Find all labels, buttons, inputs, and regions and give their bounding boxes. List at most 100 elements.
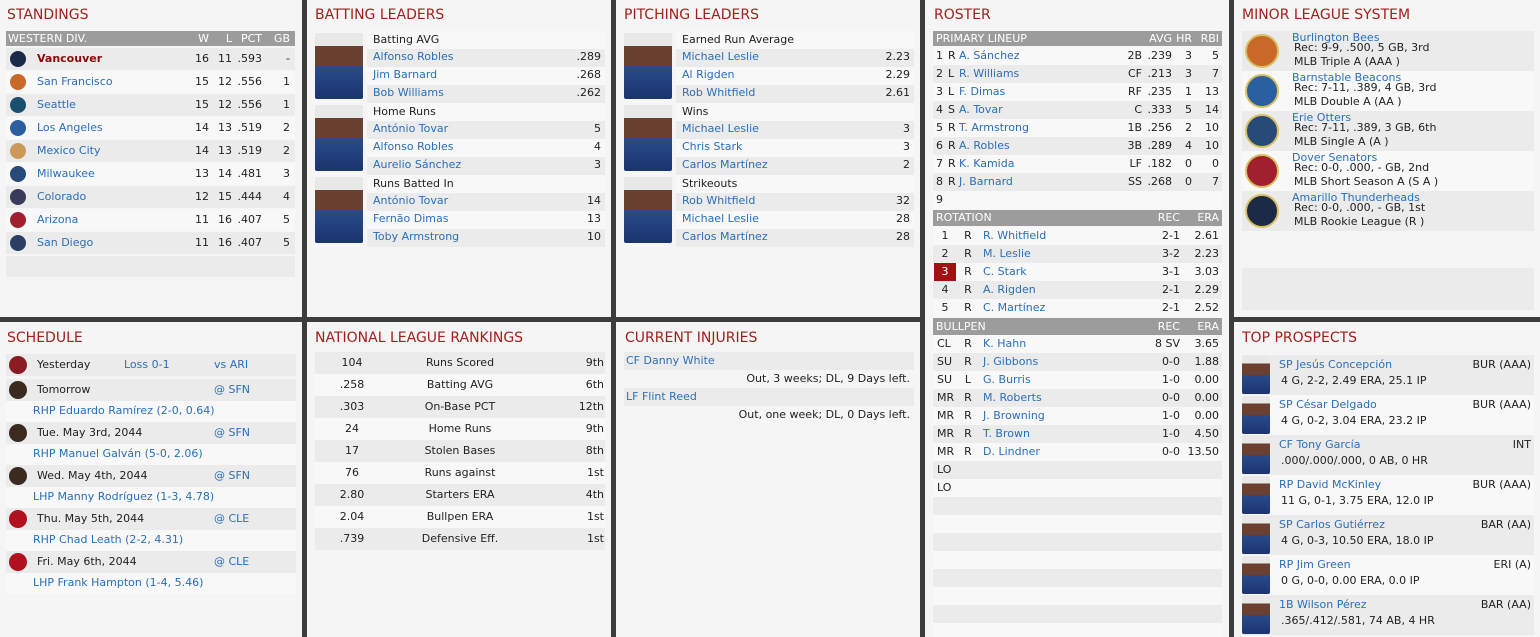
player-name[interactable]: R. Williams — [959, 67, 1020, 80]
player-name[interactable]: Rob Whitfield — [682, 194, 756, 207]
player-name[interactable]: Toby Armstrong — [373, 230, 460, 243]
player-name[interactable]: Aurelio Sánchez — [373, 158, 462, 171]
player-name[interactable]: Chris Stark — [682, 140, 743, 153]
probable-pitcher[interactable]: RHP Chad Leath (2-2, 4.31) — [33, 533, 184, 546]
player-name[interactable]: Michael Leslie — [682, 212, 759, 225]
player-name[interactable]: K. Hahn — [983, 337, 1027, 350]
roster-cell: S — [948, 103, 955, 116]
roster-cell: LO — [937, 481, 952, 494]
player-name[interactable]: Alfonso Robles — [373, 140, 454, 153]
roster-cell: C — [1134, 103, 1142, 116]
team-logo — [1245, 114, 1279, 148]
prospect-name[interactable]: RP Jim Green — [1279, 558, 1351, 571]
roster-cell: 2.29 — [1194, 283, 1220, 296]
player-name[interactable]: J. Barnard — [959, 175, 1013, 188]
injured-player[interactable]: LF Flint Reed — [626, 390, 697, 403]
player-name[interactable]: Jim Barnard — [373, 68, 438, 81]
team-name[interactable]: Arizona — [37, 213, 79, 226]
prospect-name[interactable]: SP Jesús Concepción — [1279, 358, 1393, 371]
game-result[interactable]: Loss 0-1 — [124, 358, 170, 371]
probable-pitcher[interactable]: RHP Eduardo Ramírez (2-0, 0.64) — [33, 404, 215, 417]
row-stripe — [6, 379, 296, 401]
column-header: HR — [1176, 31, 1192, 45]
player-name[interactable]: A. Tovar — [959, 103, 1003, 116]
prospect-name[interactable]: SP César Delgado — [1279, 398, 1377, 411]
player-name[interactable]: J. Gibbons — [983, 355, 1039, 368]
team-name[interactable]: Seattle — [37, 98, 76, 111]
team-logo — [10, 74, 26, 90]
roster-cell: 0 — [1185, 175, 1192, 188]
stat-value: 13 — [587, 212, 601, 225]
player-name[interactable]: Carlos Martínez — [682, 158, 768, 171]
player-name[interactable]: António Tovar — [373, 122, 449, 135]
row-stripe — [315, 440, 605, 462]
team-record: Rec: 7-11, .389, 4 GB, 3rd — [1294, 81, 1437, 94]
injured-player[interactable]: CF Danny White — [626, 354, 715, 367]
player-name[interactable]: J. Browning — [983, 409, 1045, 422]
row-stripe — [933, 83, 1222, 101]
team-name[interactable]: Barnstable Beacons — [1292, 71, 1402, 84]
team-name[interactable]: Dover Senators — [1292, 151, 1378, 164]
player-name[interactable]: A. Robles — [959, 139, 1010, 152]
row-stripe — [933, 353, 1222, 371]
probable-pitcher[interactable]: LHP Frank Hampton (1-4, 5.46) — [33, 576, 204, 589]
probable-pitcher[interactable]: RHP Manuel Galván (5-0, 2.06) — [33, 447, 203, 460]
prospect-name[interactable]: 1B Wilson Pérez — [1279, 598, 1367, 611]
player-name[interactable]: Alfonso Robles — [373, 50, 454, 63]
player-name[interactable]: Al Rigden — [682, 68, 735, 81]
player-name[interactable]: T. Brown — [983, 427, 1030, 440]
prospect-name[interactable]: CF Tony García — [1279, 438, 1361, 451]
player-name[interactable]: Rob Whitfield — [682, 86, 756, 99]
player-name[interactable]: D. Lindner — [983, 445, 1040, 458]
team-name[interactable]: Colorado — [37, 190, 87, 203]
team-name[interactable]: Amarillo Thunderheads — [1292, 191, 1420, 204]
row-stripe — [676, 103, 914, 121]
team-name[interactable]: Erie Otters — [1292, 111, 1352, 124]
player-name[interactable]: A. Sánchez — [959, 49, 1020, 62]
player-name[interactable]: R. Whitfield — [983, 229, 1047, 242]
panel-title: ROSTER — [934, 7, 991, 23]
player-photo — [315, 177, 363, 243]
team-name[interactable]: San Diego — [37, 236, 94, 249]
player-name[interactable]: Michael Leslie — [682, 50, 759, 63]
player-photo — [1242, 476, 1270, 514]
team-name[interactable]: Burlington Bees — [1292, 31, 1380, 44]
player-name[interactable]: K. Kamida — [959, 157, 1015, 170]
player-name[interactable]: M. Leslie — [983, 247, 1031, 260]
player-name[interactable]: A. Rigden — [983, 283, 1036, 296]
player-name[interactable]: M. Roberts — [983, 391, 1042, 404]
player-name[interactable]: Michael Leslie — [682, 122, 759, 135]
opponent[interactable]: @ SFN — [214, 426, 251, 439]
prospect-line: .365/.412/.581, 74 AB, 4 HR — [1281, 614, 1435, 627]
team-name[interactable]: Milwaukee — [37, 167, 95, 180]
prospect-team: BUR (AAA) — [1472, 358, 1531, 371]
player-name[interactable]: Carlos Martínez — [682, 230, 768, 243]
player-name[interactable]: C. Stark — [983, 265, 1027, 278]
player-name[interactable]: G. Burris — [983, 373, 1031, 386]
roster-cell: 0.00 — [1194, 391, 1220, 404]
prospect-name[interactable]: SP Carlos Gutiérrez — [1279, 518, 1385, 531]
row-stripe — [676, 175, 914, 193]
team-name[interactable]: Mexico City — [37, 144, 101, 157]
player-name[interactable]: Fernão Dimas — [373, 212, 449, 225]
team-name[interactable]: Los Angeles — [37, 121, 103, 134]
player-name[interactable]: C. Martínez — [983, 301, 1046, 314]
opponent[interactable]: @ CLE — [214, 555, 250, 568]
opponent[interactable]: @ CLE — [214, 512, 250, 525]
team-name[interactable]: San Francisco — [37, 75, 113, 88]
player-name[interactable]: F. Dimas — [959, 85, 1006, 98]
player-name[interactable]: António Tovar — [373, 194, 449, 207]
team-logo — [9, 553, 27, 571]
team-logo — [10, 212, 26, 228]
player-name[interactable]: T. Armstrong — [959, 121, 1029, 134]
probable-pitcher[interactable]: LHP Manny Rodríguez (1-3, 4.78) — [33, 490, 215, 503]
stat-cell: 2 — [283, 121, 290, 134]
opponent[interactable]: @ SFN — [214, 469, 251, 482]
opponent[interactable]: @ SFN — [214, 383, 251, 396]
prospect-name[interactable]: RP David McKinley — [1279, 478, 1382, 491]
opponent[interactable]: vs ARI — [214, 358, 249, 371]
player-name[interactable]: Bob Williams — [373, 86, 444, 99]
column-header: PRIMARY LINEUP — [936, 31, 1027, 45]
stat-cell: .444 — [237, 190, 263, 203]
row-stripe — [933, 173, 1222, 191]
